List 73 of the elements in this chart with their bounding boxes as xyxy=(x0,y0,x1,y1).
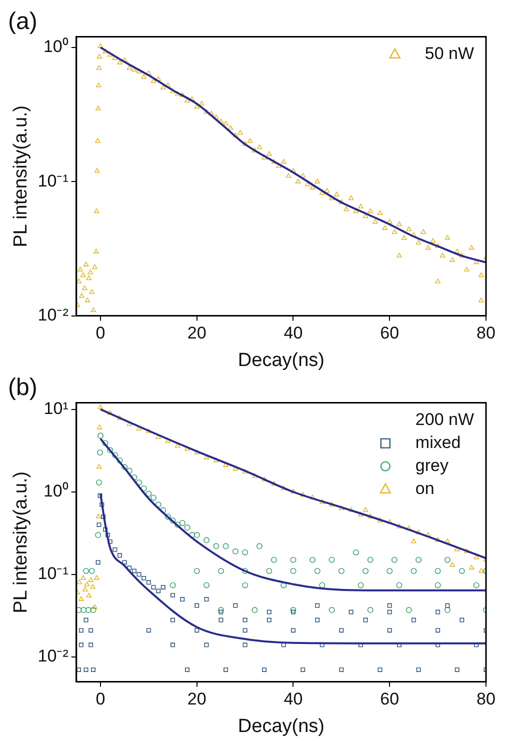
point xyxy=(329,502,334,506)
point xyxy=(468,564,474,570)
point xyxy=(358,512,364,516)
y-tick-label: 10⁻² xyxy=(38,305,69,324)
y-tick-label: 10⁰ xyxy=(43,37,68,56)
line-series xyxy=(99,492,486,644)
x-tick-label: 0 xyxy=(96,324,106,343)
point xyxy=(156,434,161,439)
point xyxy=(474,554,480,560)
y-tick-label: 10⁻¹ xyxy=(38,564,69,584)
chart-title: (b) xyxy=(8,374,38,402)
point xyxy=(223,462,228,467)
point xyxy=(478,568,484,573)
point xyxy=(386,519,392,524)
legend-label: on xyxy=(415,478,434,498)
point xyxy=(98,404,104,410)
x-tick-label: 40 xyxy=(284,324,303,343)
legend-label: grey xyxy=(415,456,449,475)
point xyxy=(96,514,102,518)
point xyxy=(213,457,219,462)
point xyxy=(435,537,440,542)
point xyxy=(262,476,267,482)
point xyxy=(377,518,383,522)
x-tick-label: 20 xyxy=(187,690,206,709)
point xyxy=(82,586,88,592)
point xyxy=(271,480,277,486)
point xyxy=(94,575,100,580)
point xyxy=(464,548,470,554)
point xyxy=(136,426,142,431)
point xyxy=(117,415,122,420)
x-tick-label: 60 xyxy=(380,690,400,709)
legend-title: 200 nW xyxy=(415,410,474,429)
x-tick-label: 60 xyxy=(380,324,400,343)
y-tick-label: 10⁰ xyxy=(43,482,68,501)
point xyxy=(368,514,373,518)
point xyxy=(90,584,96,589)
point xyxy=(88,577,94,582)
point xyxy=(280,485,286,490)
x-tick-label: 20 xyxy=(187,324,206,343)
point xyxy=(96,424,102,430)
point xyxy=(450,562,455,567)
y-axis-title: PL intensity(a.u.) xyxy=(10,471,32,614)
point xyxy=(319,499,325,504)
point xyxy=(146,428,152,434)
y-tick-label: 10⁻² xyxy=(38,646,69,666)
point xyxy=(184,446,190,451)
point xyxy=(84,582,90,586)
point xyxy=(96,464,102,469)
point xyxy=(86,592,92,598)
point xyxy=(338,505,344,510)
legend-label: mixed xyxy=(415,432,461,452)
point xyxy=(444,538,450,544)
point xyxy=(80,575,86,580)
point xyxy=(396,524,402,528)
x-axis-title: Decay(ns) xyxy=(238,350,324,371)
point xyxy=(362,507,368,512)
point xyxy=(92,604,98,609)
x-tick-label: 80 xyxy=(476,324,496,343)
x-axis-title: Decay(ns) xyxy=(238,716,324,737)
point xyxy=(107,410,113,415)
point xyxy=(194,449,200,454)
point xyxy=(78,596,84,601)
x-tick-label: 40 xyxy=(284,690,303,709)
x-tick-label: 0 xyxy=(96,690,106,709)
y-axis-title: PL intensity(a.u.) xyxy=(10,105,32,248)
y-tick-label: 10⁻¹ xyxy=(38,171,69,190)
point xyxy=(76,579,82,584)
legend-label: 50 nW xyxy=(424,44,474,63)
point xyxy=(411,538,416,544)
x-tick-label: 80 xyxy=(476,690,496,709)
y-tick-label: 10¹ xyxy=(44,399,69,418)
chart-title: (a) xyxy=(8,8,38,36)
point xyxy=(242,468,248,474)
